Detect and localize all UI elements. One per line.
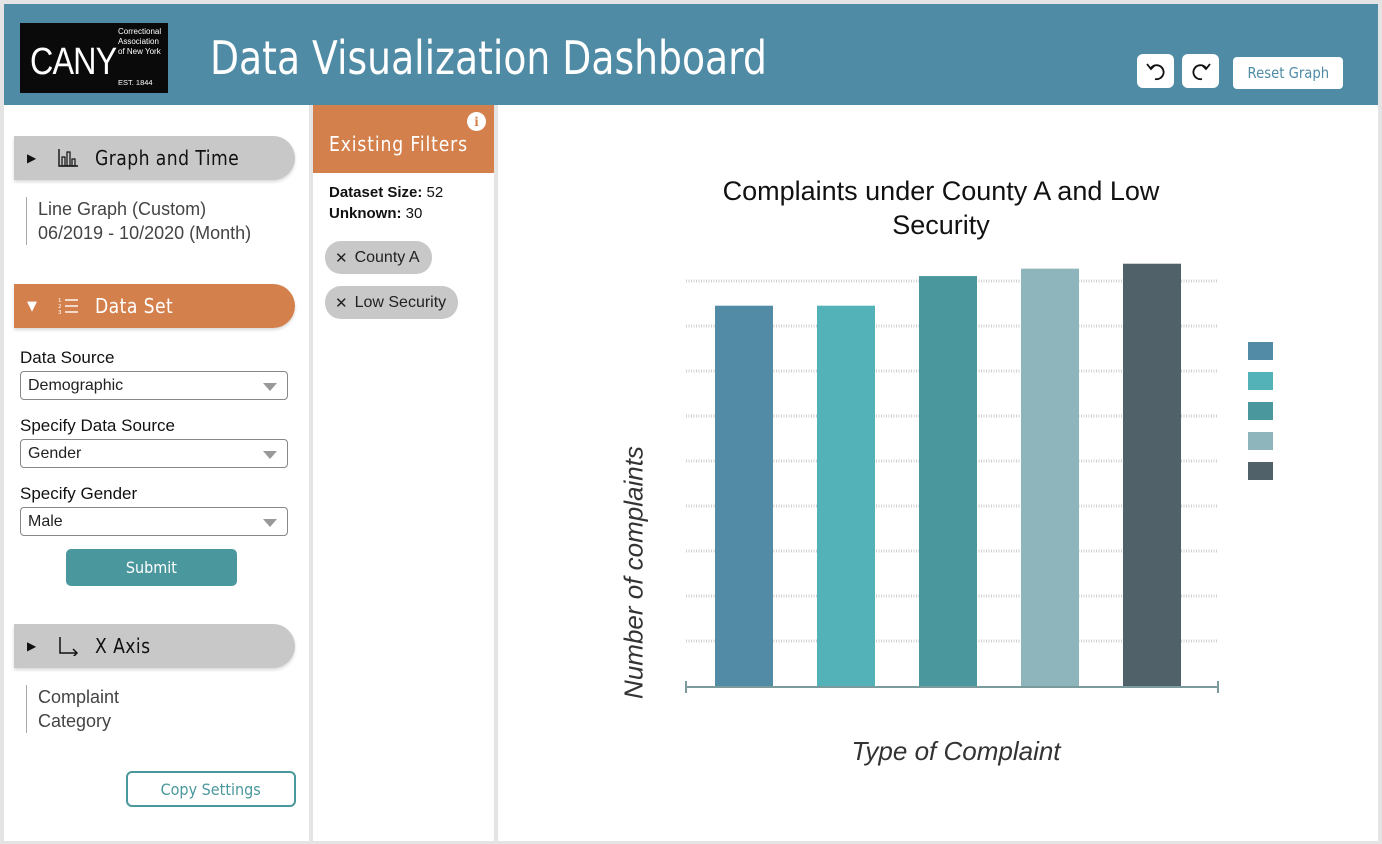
svg-text:2: 2 bbox=[58, 304, 62, 310]
remove-filter-icon[interactable]: ✕ bbox=[335, 249, 348, 267]
undo-button[interactable] bbox=[1137, 54, 1174, 88]
x-axis-summary: Complaint Category bbox=[26, 685, 119, 733]
section-label: Graph and Time bbox=[95, 146, 240, 170]
legend-swatch-1 bbox=[1248, 342, 1273, 360]
legend-swatch-4 bbox=[1248, 432, 1273, 450]
graph-time-summary: Line Graph (Custom) 06/2019 - 10/2020 (M… bbox=[26, 197, 251, 245]
svg-text:1: 1 bbox=[58, 298, 62, 304]
dataset-size-value: 52 bbox=[426, 184, 444, 201]
logo-est: EST. 1844 bbox=[118, 78, 153, 87]
section-label: X Axis bbox=[95, 634, 151, 658]
bar-chart-icon bbox=[57, 148, 79, 168]
chart-panel: Complaints under County A and Low Securi… bbox=[498, 105, 1378, 841]
data-set-section-toggle[interactable]: ▼ 1 2 3 Data Set bbox=[14, 284, 295, 328]
graph-time-section-toggle[interactable]: ▶ Graph and Time bbox=[14, 136, 295, 180]
data-source-select[interactable]: Demographic bbox=[20, 371, 288, 400]
redo-button[interactable] bbox=[1182, 54, 1219, 88]
specify-gender-select[interactable]: Male bbox=[20, 507, 288, 536]
expand-arrow-icon: ▶ bbox=[27, 639, 37, 653]
collapse-arrow-icon: ▼ bbox=[27, 298, 37, 314]
legend-swatch-5 bbox=[1248, 462, 1273, 480]
filter-chip-county-a[interactable]: ✕ County A bbox=[325, 241, 432, 274]
submit-button[interactable]: Submit bbox=[66, 549, 237, 586]
cany-logo: CANY Correctional Association of New Yor… bbox=[20, 23, 168, 93]
dropdown-caret-icon bbox=[263, 451, 277, 459]
app-header: CANY Correctional Association of New Yor… bbox=[4, 4, 1378, 105]
bar-4[interactable] bbox=[1021, 268, 1079, 686]
undo-icon bbox=[1145, 63, 1164, 81]
legend-swatch-3 bbox=[1248, 402, 1273, 420]
copy-settings-button[interactable]: Copy Settings bbox=[126, 771, 296, 807]
settings-sidebar: ▶ Graph and Time Line Graph (Custom) 06/… bbox=[4, 105, 309, 841]
filters-title: Existing Filters bbox=[329, 132, 468, 156]
section-label: Data Set bbox=[95, 294, 174, 318]
dropdown-caret-icon bbox=[263, 519, 277, 527]
filter-chip-low-security[interactable]: ✕ Low Security bbox=[325, 286, 459, 319]
specify-gender-label: Specify Gender bbox=[20, 484, 138, 503]
reset-graph-button[interactable]: Reset Graph bbox=[1233, 57, 1343, 89]
unknown-value: 30 bbox=[405, 205, 423, 222]
numbered-list-icon: 1 2 3 bbox=[57, 296, 79, 316]
svg-text:3: 3 bbox=[58, 310, 62, 316]
dropdown-caret-icon bbox=[263, 383, 277, 391]
chart-title: Complaints under County A and Low Securi… bbox=[722, 176, 1160, 240]
specify-data-source-select[interactable]: Gender bbox=[20, 439, 288, 468]
page-title: Data Visualization Dashboard bbox=[210, 31, 767, 85]
logo-org-name: Correctional Association of New York bbox=[118, 27, 162, 56]
bar-chart bbox=[685, 263, 1273, 693]
specify-data-source-label: Specify Data Source bbox=[20, 416, 175, 435]
expand-arrow-icon: ▶ bbox=[27, 151, 37, 165]
legend-swatch-2 bbox=[1248, 372, 1273, 390]
x-axis-label: Type of Complaint bbox=[851, 736, 1061, 766]
info-icon[interactable]: i bbox=[467, 112, 486, 131]
filters-header: Existing Filters i bbox=[313, 105, 494, 173]
redo-icon bbox=[1192, 63, 1211, 81]
bar-2[interactable] bbox=[817, 305, 875, 686]
data-source-label: Data Source bbox=[20, 348, 115, 367]
x-axis-section-toggle[interactable]: ▶ X Axis bbox=[14, 624, 295, 668]
y-axis-label: Number of complaints bbox=[618, 446, 649, 699]
bar-3[interactable] bbox=[919, 276, 977, 686]
logo-text: CANY bbox=[30, 41, 117, 83]
filters-panel: Existing Filters i Dataset Size: 52 Unkn… bbox=[313, 105, 494, 841]
bar-1[interactable] bbox=[715, 305, 773, 686]
dataset-stats: Dataset Size: 52 Unknown: 30 bbox=[329, 184, 444, 222]
bar-5[interactable] bbox=[1123, 263, 1181, 686]
remove-filter-icon[interactable]: ✕ bbox=[335, 294, 348, 312]
axis-arrow-icon bbox=[57, 636, 79, 656]
